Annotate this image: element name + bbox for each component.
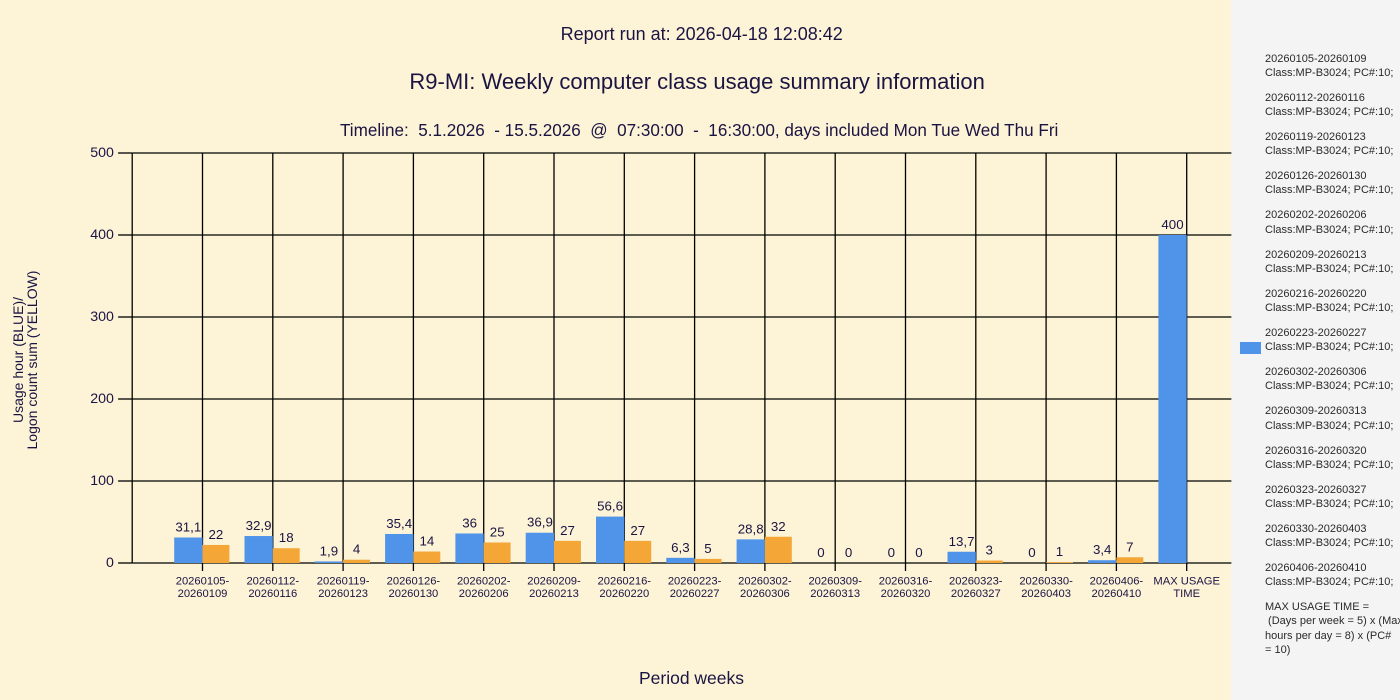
svg-text:35,4: 35,4	[386, 516, 412, 531]
svg-text:3: 3	[985, 543, 992, 558]
svg-text:20260220: 20260220	[599, 588, 649, 600]
svg-text:28,8: 28,8	[738, 521, 764, 536]
svg-text:20260327: 20260327	[951, 588, 1001, 600]
svg-text:20260202-: 20260202-	[457, 576, 511, 588]
svg-text:31,1: 31,1	[175, 520, 201, 535]
svg-text:20260216-: 20260216-	[598, 576, 652, 588]
svg-text:400: 400	[1161, 217, 1183, 232]
svg-text:20260130: 20260130	[389, 588, 439, 600]
svg-text:20260410: 20260410	[1092, 588, 1142, 600]
svg-text:MAX USAGE: MAX USAGE	[1153, 576, 1220, 588]
svg-text:20260316-: 20260316-	[879, 576, 933, 588]
svg-text:6,3: 6,3	[671, 540, 690, 555]
svg-text:20260119-: 20260119-	[317, 576, 370, 588]
svg-text:27: 27	[630, 523, 645, 538]
svg-text:5: 5	[704, 541, 711, 556]
svg-text:300: 300	[90, 309, 114, 325]
svg-text:20260209-: 20260209-	[527, 576, 581, 588]
svg-text:20260223-: 20260223-	[668, 576, 722, 588]
svg-text:20260116: 20260116	[248, 588, 297, 600]
svg-text:TIME: TIME	[1173, 588, 1200, 600]
svg-text:20260123: 20260123	[318, 588, 368, 600]
svg-text:7: 7	[1126, 539, 1133, 554]
svg-text:18: 18	[279, 530, 294, 545]
svg-text:32,9: 32,9	[246, 518, 272, 533]
svg-text:20260406-: 20260406-	[1090, 576, 1144, 588]
svg-text:22: 22	[209, 527, 224, 542]
svg-text:25: 25	[490, 525, 505, 540]
svg-text:20260403: 20260403	[1021, 588, 1071, 600]
svg-text:13,7: 13,7	[949, 534, 975, 549]
svg-text:20260213: 20260213	[529, 588, 579, 600]
svg-text:20260309-: 20260309-	[808, 576, 862, 588]
svg-text:32: 32	[771, 519, 786, 534]
svg-text:1,9: 1,9	[320, 543, 339, 558]
svg-text:0: 0	[106, 555, 114, 571]
svg-text:20260323-: 20260323-	[949, 576, 1003, 588]
svg-text:20260109: 20260109	[178, 588, 228, 600]
svg-text:36: 36	[462, 515, 477, 530]
svg-text:20260206: 20260206	[459, 588, 509, 600]
svg-text:20260126-: 20260126-	[387, 576, 441, 588]
svg-text:20260112-: 20260112-	[246, 576, 299, 588]
svg-text:4: 4	[353, 542, 360, 557]
svg-text:20260227: 20260227	[670, 588, 720, 600]
svg-text:0: 0	[888, 545, 895, 560]
svg-text:56,6: 56,6	[597, 499, 623, 514]
svg-text:20260330-: 20260330-	[1019, 576, 1073, 588]
svg-text:36,9: 36,9	[527, 515, 553, 530]
svg-text:100: 100	[90, 473, 114, 489]
svg-text:0: 0	[915, 545, 922, 560]
svg-text:400: 400	[90, 227, 114, 243]
svg-text:20260320: 20260320	[881, 588, 931, 600]
svg-text:0: 0	[845, 545, 852, 560]
svg-text:3,4: 3,4	[1093, 542, 1112, 557]
svg-text:1: 1	[1056, 544, 1063, 559]
svg-text:20260306: 20260306	[740, 588, 790, 600]
svg-text:20260302-: 20260302-	[738, 576, 792, 588]
svg-text:20260105-: 20260105-	[176, 576, 230, 588]
svg-text:20260313: 20260313	[810, 588, 860, 600]
svg-text:0: 0	[817, 545, 824, 560]
svg-text:200: 200	[90, 391, 114, 407]
svg-text:500: 500	[90, 145, 114, 161]
svg-text:0: 0	[1028, 545, 1035, 560]
svg-text:27: 27	[560, 523, 575, 538]
svg-text:14: 14	[420, 534, 435, 549]
